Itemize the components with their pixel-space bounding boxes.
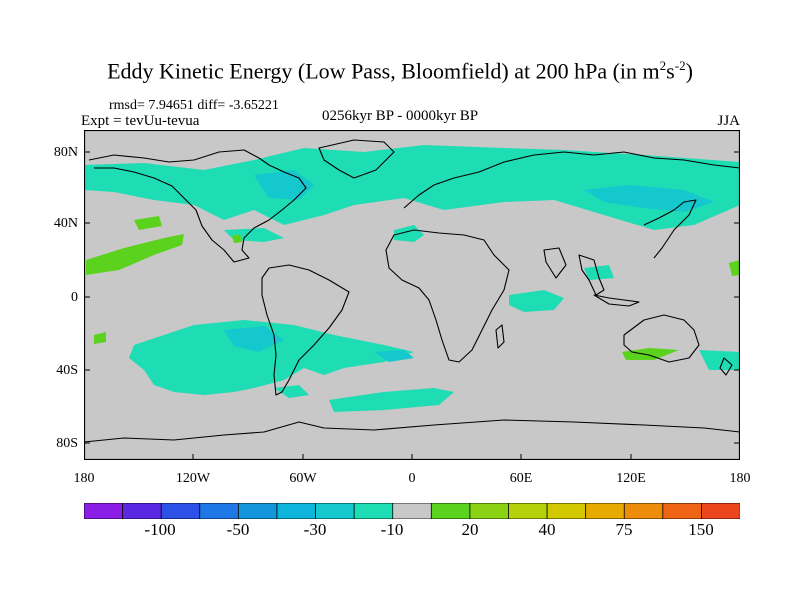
colorbar-swatch	[546, 503, 587, 519]
colorbar-label: -10	[380, 520, 404, 539]
plot-title: Eddy Kinetic Energy (Low Pass, Bloomfiel…	[107, 58, 693, 84]
colorbar-swatch	[315, 503, 355, 519]
colorbar-swatch	[662, 503, 703, 519]
season-label: JJA	[717, 113, 740, 129]
colorbar-label: -100	[144, 520, 176, 539]
lat-label-40s: 40S	[56, 363, 78, 378]
world-map	[84, 130, 740, 460]
lat-label-80s: 80S	[56, 436, 78, 451]
colorbar-swatch	[199, 503, 239, 519]
colorbar-swatch	[508, 503, 548, 519]
period-label: 0256kyr BP - 0000kyr BP	[321, 108, 479, 124]
colorbar-swatch	[392, 503, 432, 519]
colorbar-swatch	[469, 503, 510, 519]
coastlines	[84, 139, 740, 443]
colorbar-swatch	[430, 503, 471, 519]
colorbar-swatch	[353, 503, 394, 519]
lon-label-60e: 60E	[509, 471, 533, 486]
colorbar-label: 20	[461, 520, 479, 539]
colorbar-label: 75	[615, 520, 633, 539]
lon-label-180w: 180	[73, 471, 95, 486]
colorbar-swatch	[701, 503, 740, 519]
stats-text: rmsd= 7.94651 diff= -3.65221	[109, 98, 279, 113]
colorbar-swatch	[585, 503, 625, 519]
lon-label-120e: 120E	[616, 471, 646, 486]
lat-label-80n: 80N	[53, 145, 78, 160]
colorbar-label: 150	[688, 520, 714, 539]
lat-label-40n: 40N	[53, 216, 78, 231]
colorbar-swatch	[623, 503, 664, 519]
lon-label-60w: 60W	[289, 471, 317, 486]
experiment-label: Expt = tevUu-tevua	[81, 113, 200, 129]
map-frame	[84, 130, 740, 460]
lat-label-0: 0	[71, 290, 78, 305]
colorbar-swatch	[122, 503, 162, 519]
lon-label-180e: 180	[729, 471, 751, 486]
negative-anomaly-fields	[84, 145, 740, 412]
lon-label-120w: 120W	[175, 471, 211, 486]
lon-label-0: 0	[408, 471, 416, 486]
colorbar-label: -50	[226, 520, 250, 539]
colorbar-swatch	[160, 503, 201, 519]
colorbar-label: 40	[538, 520, 556, 539]
colorbar	[84, 503, 740, 519]
colorbar-label: -30	[303, 520, 327, 539]
colorbar-swatch	[84, 503, 124, 519]
colorbar-swatch	[276, 503, 317, 519]
colorbar-swatch	[237, 503, 278, 519]
positive-anomaly-fields	[86, 216, 740, 360]
